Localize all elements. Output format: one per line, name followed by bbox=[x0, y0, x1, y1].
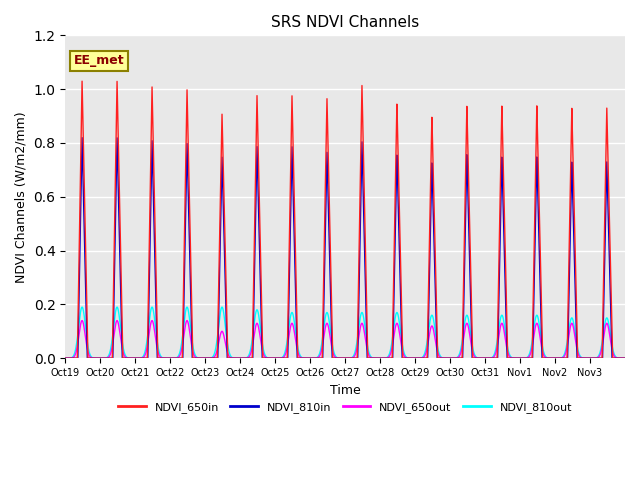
NDVI_810out bbox=[477, 355, 484, 361]
NDVI_650in bbox=[393, 120, 401, 126]
NDVI_650in bbox=[264, 355, 272, 361]
NDVI_810out bbox=[417, 355, 425, 361]
X-axis label: Time: Time bbox=[330, 384, 360, 396]
NDVI_650in bbox=[61, 355, 69, 361]
NDVI_650in bbox=[417, 355, 425, 361]
NDVI_810out bbox=[61, 355, 69, 361]
NDVI_650out bbox=[506, 354, 514, 360]
NDVI_650out bbox=[417, 355, 425, 361]
NDVI_810in bbox=[506, 355, 514, 361]
NDVI_810in bbox=[78, 135, 86, 141]
NDVI_810in bbox=[621, 355, 629, 361]
NDVI_810in bbox=[61, 355, 69, 361]
Line: NDVI_650out: NDVI_650out bbox=[65, 321, 625, 358]
NDVI_810in bbox=[417, 355, 425, 361]
NDVI_810in bbox=[264, 355, 272, 361]
NDVI_650out bbox=[61, 355, 69, 361]
NDVI_650out bbox=[78, 318, 86, 324]
Line: NDVI_650in: NDVI_650in bbox=[65, 81, 625, 358]
NDVI_810out bbox=[264, 355, 272, 361]
Y-axis label: NDVI Channels (W/m2/mm): NDVI Channels (W/m2/mm) bbox=[15, 111, 28, 283]
NDVI_650out bbox=[264, 355, 272, 361]
NDVI_650out bbox=[90, 355, 97, 361]
NDVI_810in bbox=[90, 355, 97, 361]
NDVI_650out bbox=[393, 321, 401, 326]
NDVI_810out bbox=[95, 355, 103, 361]
NDVI_650in bbox=[78, 78, 86, 84]
NDVI_650in bbox=[621, 355, 629, 361]
Text: EE_met: EE_met bbox=[74, 54, 124, 67]
NDVI_810out bbox=[506, 353, 514, 359]
NDVI_810out bbox=[621, 355, 629, 361]
NDVI_650in bbox=[476, 355, 484, 361]
NDVI_650in bbox=[90, 355, 97, 361]
Line: NDVI_810out: NDVI_810out bbox=[65, 307, 625, 358]
NDVI_810out bbox=[78, 304, 86, 310]
NDVI_650in bbox=[506, 355, 514, 361]
Legend: NDVI_650in, NDVI_810in, NDVI_650out, NDVI_810out: NDVI_650in, NDVI_810in, NDVI_650out, NDV… bbox=[114, 397, 577, 417]
NDVI_810in bbox=[476, 355, 484, 361]
Line: NDVI_810in: NDVI_810in bbox=[65, 138, 625, 358]
NDVI_650out bbox=[476, 355, 484, 361]
NDVI_810out bbox=[90, 355, 97, 361]
NDVI_810out bbox=[393, 310, 401, 315]
Title: SRS NDVI Channels: SRS NDVI Channels bbox=[271, 15, 419, 30]
NDVI_810in bbox=[393, 169, 401, 175]
NDVI_650out bbox=[621, 355, 629, 361]
